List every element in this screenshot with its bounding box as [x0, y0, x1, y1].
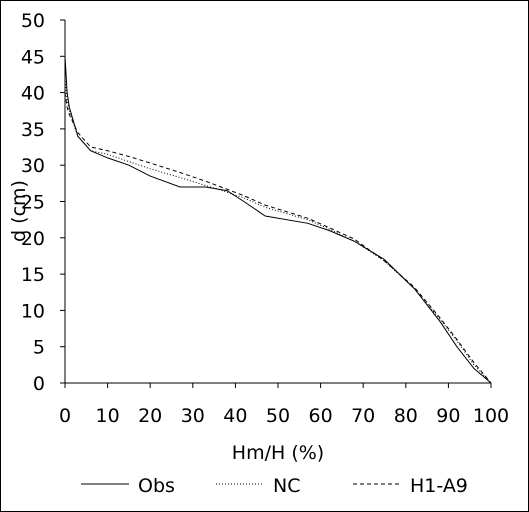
legend: Obs NC H1-A9	[81, 475, 468, 497]
legend-label-h1-a9: H1-A9	[410, 475, 468, 497]
x-tick-label: 40	[223, 405, 247, 427]
tick-marks	[60, 19, 492, 388]
x-tick-label: 30	[181, 405, 205, 427]
x-tick-label: 50	[266, 405, 290, 427]
y-tick-labels: 0 5 10 15 20 25 30 35 40 45 50	[21, 10, 45, 395]
x-tick-labels: 0 10 20 30 40 50 60 70 80 90 100	[59, 405, 509, 427]
y-tick-label: 35	[21, 119, 45, 141]
y-tick-label: 50	[21, 10, 45, 32]
y-axis-title: d (cm)	[8, 180, 30, 242]
x-tick-label: 0	[59, 405, 71, 427]
y-tick-label: 45	[21, 46, 45, 68]
series-line-h1-a9	[64, 92, 492, 384]
axes	[64, 20, 491, 384]
series-lines	[64, 56, 492, 384]
y-tick-label: 10	[21, 300, 45, 322]
legend-label-nc: NC	[273, 475, 300, 497]
series-line-obs	[64, 56, 492, 384]
y-tick-label: 0	[33, 373, 45, 395]
y-tick-label: 5	[33, 337, 45, 359]
y-tick-label: 15	[21, 264, 45, 286]
y-tick-label: 40	[21, 83, 45, 105]
y-tick-label: 25	[21, 192, 45, 214]
x-tick-label: 20	[138, 405, 162, 427]
x-tick-label: 70	[351, 405, 375, 427]
x-tick-label: 10	[96, 405, 120, 427]
y-tick-label: 30	[21, 155, 45, 177]
x-axis-title: Hm/H (%)	[232, 442, 324, 464]
legend-label-obs: Obs	[138, 475, 175, 497]
x-tick-label: 100	[473, 405, 509, 427]
series-line-nc	[64, 78, 492, 384]
x-tick-label: 80	[394, 405, 418, 427]
x-tick-label: 60	[309, 405, 333, 427]
x-tick-label: 90	[436, 405, 460, 427]
y-tick-label: 20	[21, 228, 45, 250]
